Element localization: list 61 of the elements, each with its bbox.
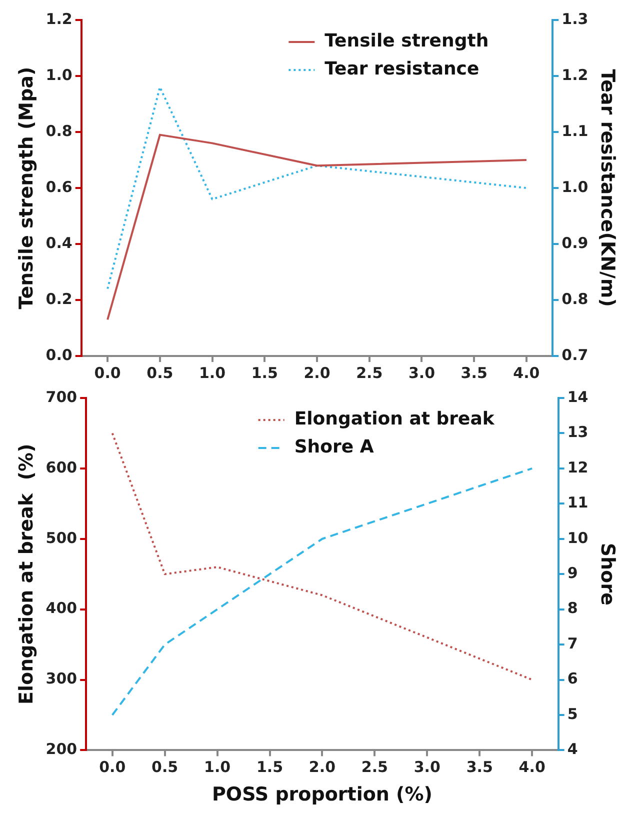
x-axis-title: POSS proportion (%) [212,784,432,806]
x-tick-label: 3.0 [414,758,440,776]
y-tick-label: 0.2 [46,290,72,308]
y-tick-label: 200 [46,740,78,758]
legend-label: Tensile strength [324,30,489,52]
y-tick-label: 300 [46,670,78,688]
y-tick-label: 600 [46,458,78,476]
x-tick-label: 4.0 [518,758,546,776]
y2-tick-label: 1.1 [562,122,588,140]
line-series [111,432,534,681]
x-tick-label: 4.0 [513,364,540,382]
y2-tick-label: 0.9 [562,234,588,252]
x-tick-label: 2.5 [361,758,388,776]
y2-tick-label: 0.8 [562,290,588,308]
y-tick-label: 500 [46,528,78,547]
y-tick-label: 700 [46,388,78,406]
y2-tick-label: 7 [567,634,578,652]
y-tick-label: 1.2 [46,10,72,28]
x-tick-label: 0.0 [94,364,121,382]
x-tick-label: 3.5 [460,364,488,382]
line-series [106,86,528,290]
y2-tick-label: 1.0 [562,178,588,196]
y-axis-title: Elongation at break (%) [15,444,38,704]
x-tick-label: 1.5 [251,364,278,382]
x-tick-label: 1.0 [198,364,226,382]
y-tick-label: 0.0 [46,346,72,364]
y2-tick-label: 13 [567,423,588,442]
x-tick-label: 0.5 [146,364,174,382]
legend-label: Shore A [294,436,374,458]
y-axis-title: Tensile strength (Mpa) [15,66,38,310]
y2-tick-label: 4 [567,740,578,758]
y2-tick-label: 9 [567,564,578,582]
y2-axis-title: Shore [596,542,619,606]
y2-tick-label: 11 [567,494,588,512]
y-tick-label: 0.8 [46,122,72,140]
line-series [111,467,534,716]
x-tick-label: 1.0 [204,758,231,776]
legend-label: Tear resistance [324,58,480,80]
y2-tick-label: 14 [567,388,588,406]
x-tick-label: 2.0 [308,758,336,776]
y2-axis-title: Tear resistance(KN/m) [596,69,619,307]
y-tick-label: 0.4 [46,234,72,252]
y-tick-label: 1.0 [46,66,72,84]
x-tick-label: 0.0 [99,758,126,776]
legend-label: Elongation at break [294,408,496,430]
x-tick-label: 2.0 [304,364,330,382]
y-tick-label: 400 [46,599,78,618]
y2-tick-label: 12 [567,458,588,476]
y2-tick-label: 10 [567,528,588,547]
y2-tick-label: 1.2 [562,66,588,84]
y2-tick-label: 8 [567,599,578,618]
x-tick-label: 0.5 [152,758,178,776]
x-tick-label: 3.5 [466,758,493,776]
y2-tick-label: 6 [567,670,578,688]
x-tick-label: 2.5 [356,364,383,382]
y-tick-label: 0.6 [46,178,72,196]
x-tick-label: 1.5 [256,758,284,776]
y2-tick-label: 0.7 [562,346,588,364]
y2-tick-label: 1.3 [562,10,588,28]
x-tick-label: 3.0 [408,364,436,382]
y2-tick-label: 5 [567,704,578,723]
